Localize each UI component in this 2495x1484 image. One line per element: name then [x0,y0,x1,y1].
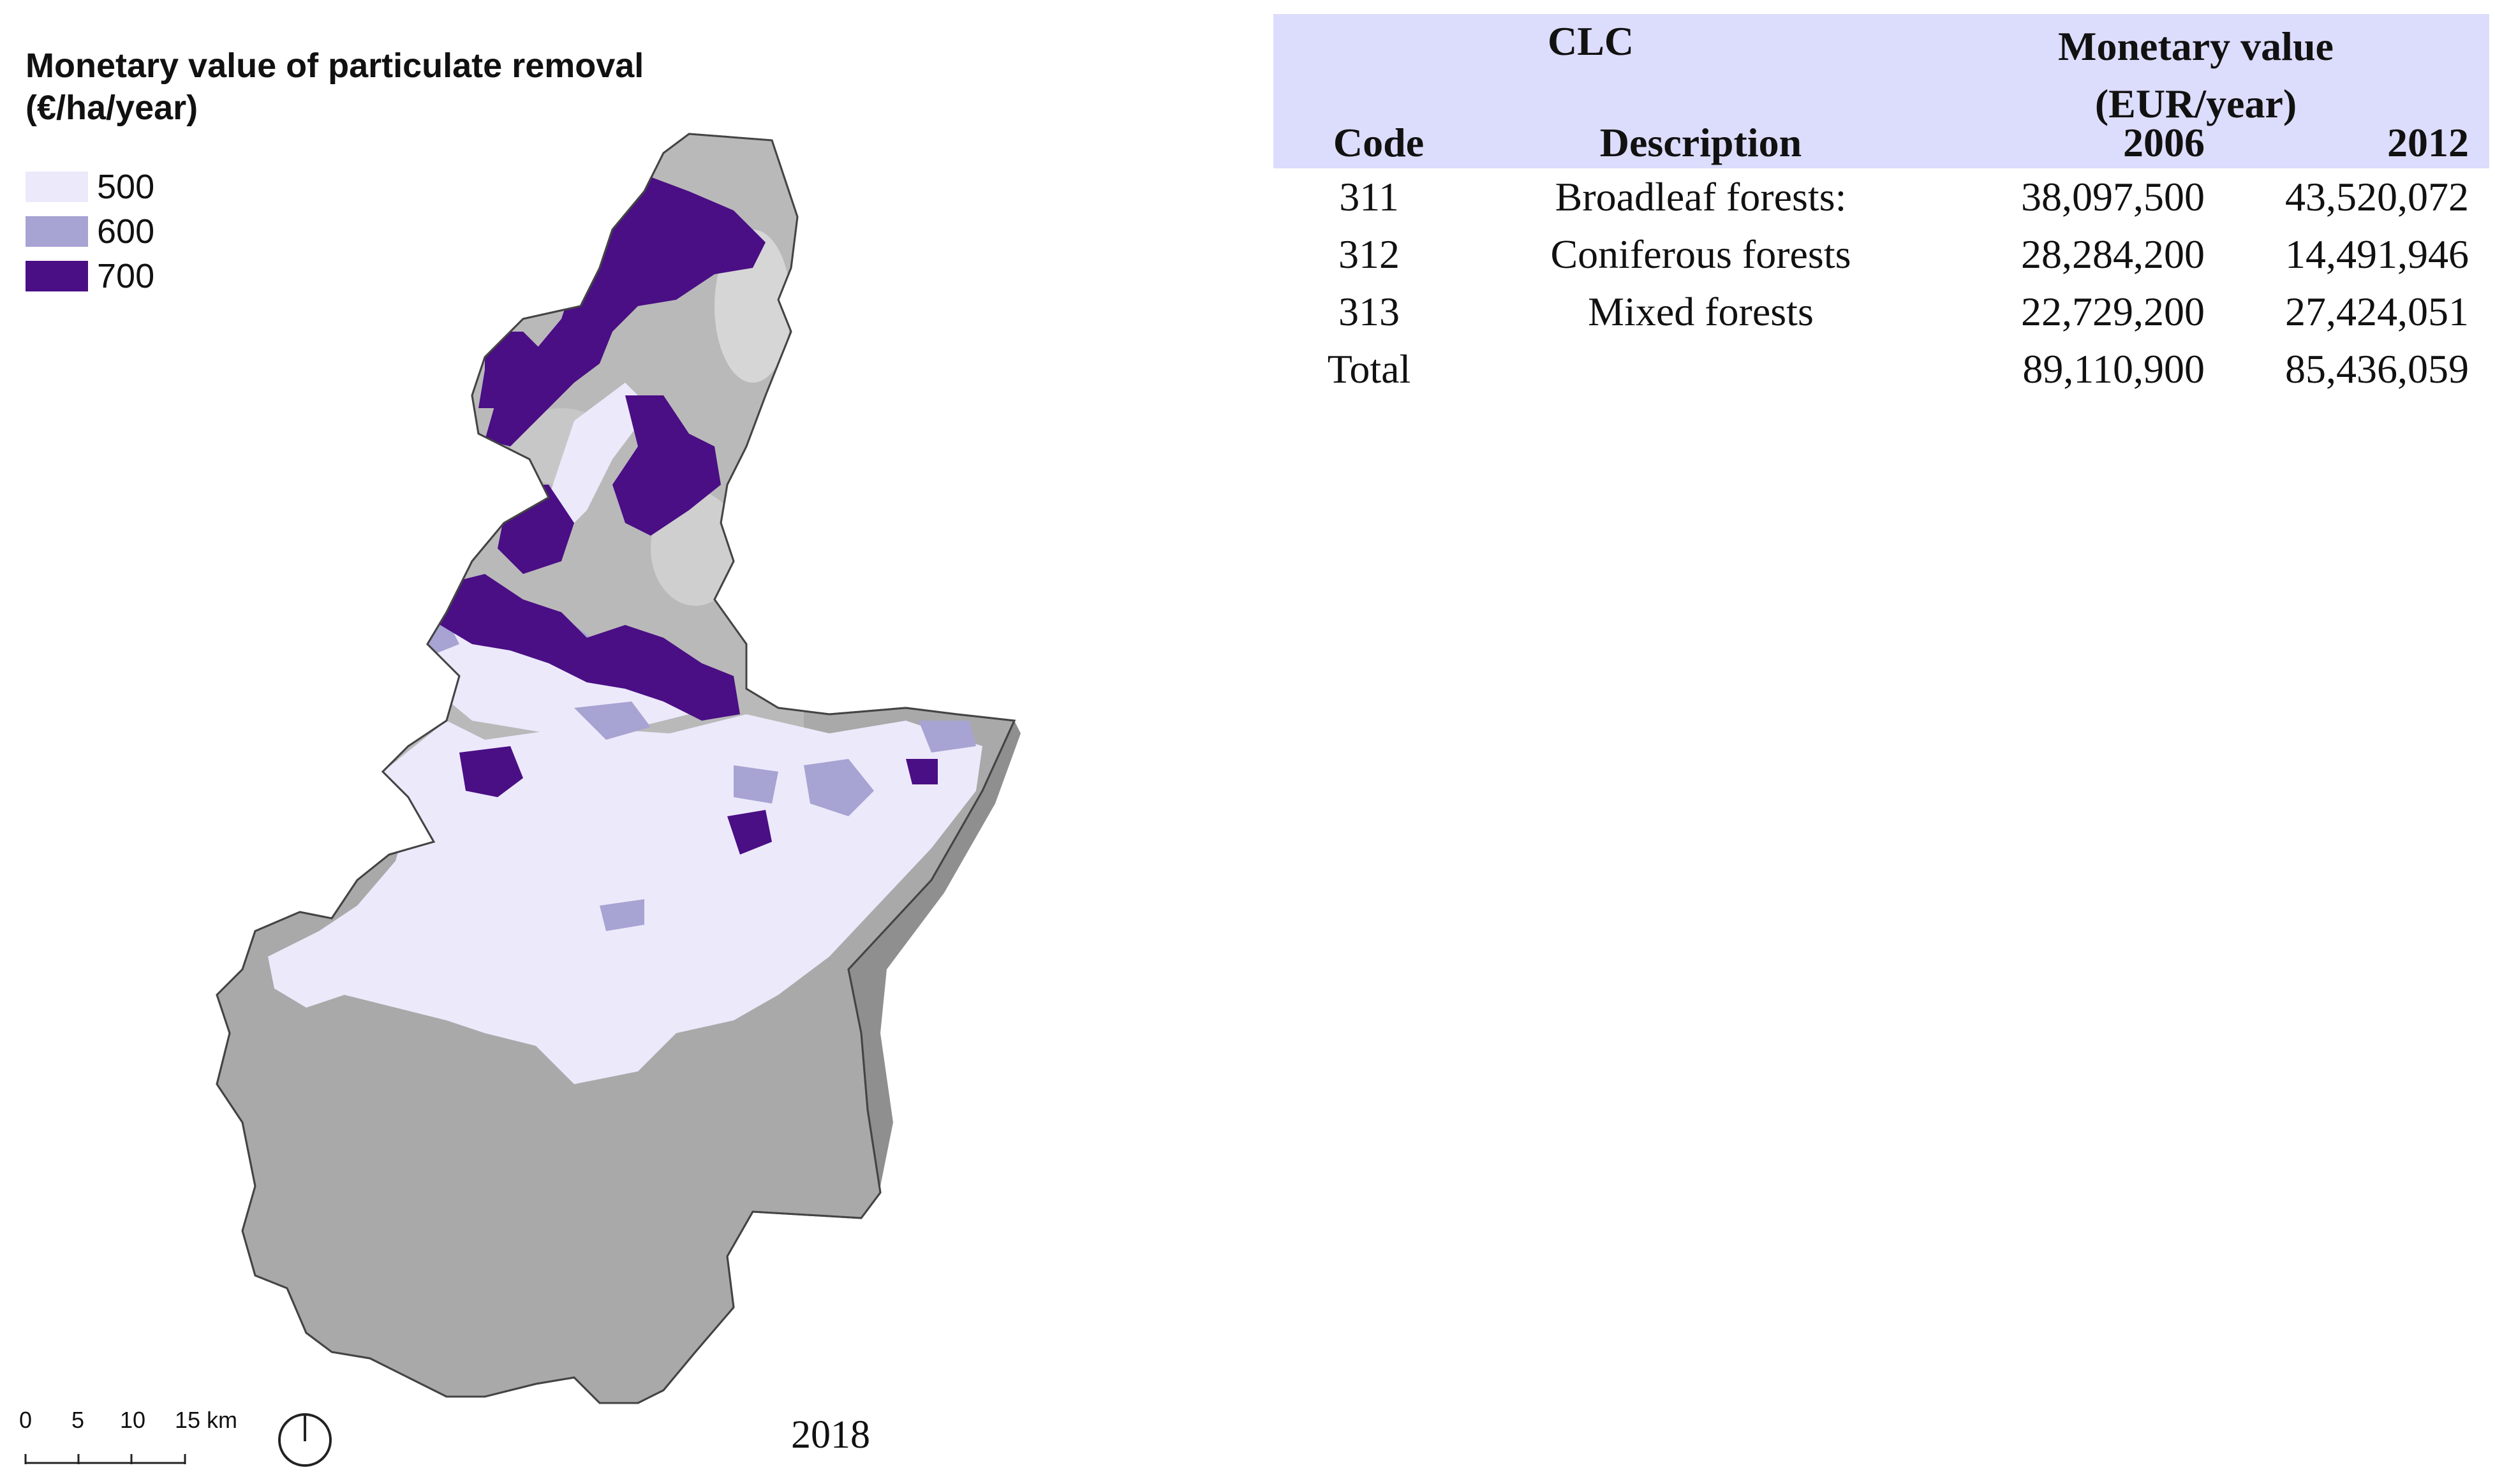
table-row: 313 Mixed forests 22,729,200 27,424,051 [1273,283,2489,341]
class-700-west [478,332,549,408]
table-header: CLC Monetary value (EUR/year) Code Descr… [1273,14,2489,168]
region-fill-layers [268,134,982,1084]
row-code: Total [1327,346,1411,392]
row-code: 311 [1339,174,1399,219]
header-monetary-line2: (EUR/year) [2094,81,2297,126]
legend-label-600: 600 [97,212,155,251]
row-value-2006: 89,110,900 [2022,346,2205,392]
class-600-patch-5 [734,765,778,804]
scale-label-5: 5 [71,1407,85,1433]
clc-value-table: CLC Monetary value (EUR/year) Code Descr… [1273,14,2489,398]
map-year: 2018 [791,1413,870,1457]
map-title: Monetary value of particulate removal (€… [26,45,644,129]
table-row: 311 Broadleaf forests: 38,097,500 43,520… [1273,168,2489,226]
map-legend: 500 600 700 [26,165,154,298]
row-value-2006: 22,729,200 [2021,289,2205,334]
table-row: 312 Coniferous forests 28,284,200 14,491… [1273,226,2489,283]
scale-bar-graphic [24,1454,186,1464]
legend-label-500: 500 [97,168,155,206]
row-description: Broadleaf forests: [1555,174,1847,219]
class-500-area [268,714,982,1084]
class-700-north [485,172,766,446]
class-600-patch-7 [600,899,644,931]
legend-swatch-700 [26,261,88,291]
row-description: Mixed forests [1588,289,1814,334]
header-monetary: Monetary value (EUR/year) [2043,18,2349,133]
legend-label-700: 700 [97,257,155,295]
class-500-valley [549,383,651,536]
class-700-east [727,810,772,855]
row-code: 312 [1338,231,1400,277]
class-700-south [434,574,740,721]
legend-swatch-500 [26,172,88,202]
table-row-total: Total 89,110,900 85,436,059 [1273,341,2489,398]
header-clc: CLC [1548,18,1634,64]
class-700-east2 [906,759,938,784]
row-description: Coniferous forests [1550,231,1851,277]
scale-label-15: 15 km [175,1407,238,1433]
class-700-centre [612,395,721,536]
row-value-2006: 38,097,500 [2021,174,2205,219]
header-year-2012: 2012 [2387,120,2469,165]
class-600-patch-4 [574,702,651,740]
region-map [216,133,1021,1404]
header-row: Code Description 2006 2012 [1273,117,2489,168]
class-600-patch-2 [804,759,874,816]
row-value-2012: 43,520,072 [2285,174,2469,219]
map-title-line1: Monetary value of particulate removal [26,47,644,85]
row-value-2012: 14,491,946 [2285,231,2469,277]
scale-label-0: 0 [19,1407,33,1433]
legend-swatch-600 [26,216,88,247]
class-700-foothill [459,746,523,797]
header-description: Description [1599,120,1802,165]
north-arrow-icon [278,1413,332,1467]
row-code: 313 [1338,289,1400,334]
header-code: Code [1333,120,1425,165]
class-600-patch-3 [919,721,976,753]
row-value-2012: 85,436,059 [2285,346,2469,392]
row-value-2006: 28,284,200 [2021,231,2205,277]
header-monetary-line1: Monetary value [2058,24,2334,69]
header-year-2006: 2006 [2123,120,2205,165]
legend-item-500: 500 [26,165,154,209]
map-title-line2: (€/ha/year) [26,89,198,127]
scale-label-10: 10 [120,1407,146,1433]
legend-item-700: 700 [26,254,154,298]
row-value-2012: 27,424,051 [2285,289,2469,334]
legend-item-600: 600 [26,209,154,254]
